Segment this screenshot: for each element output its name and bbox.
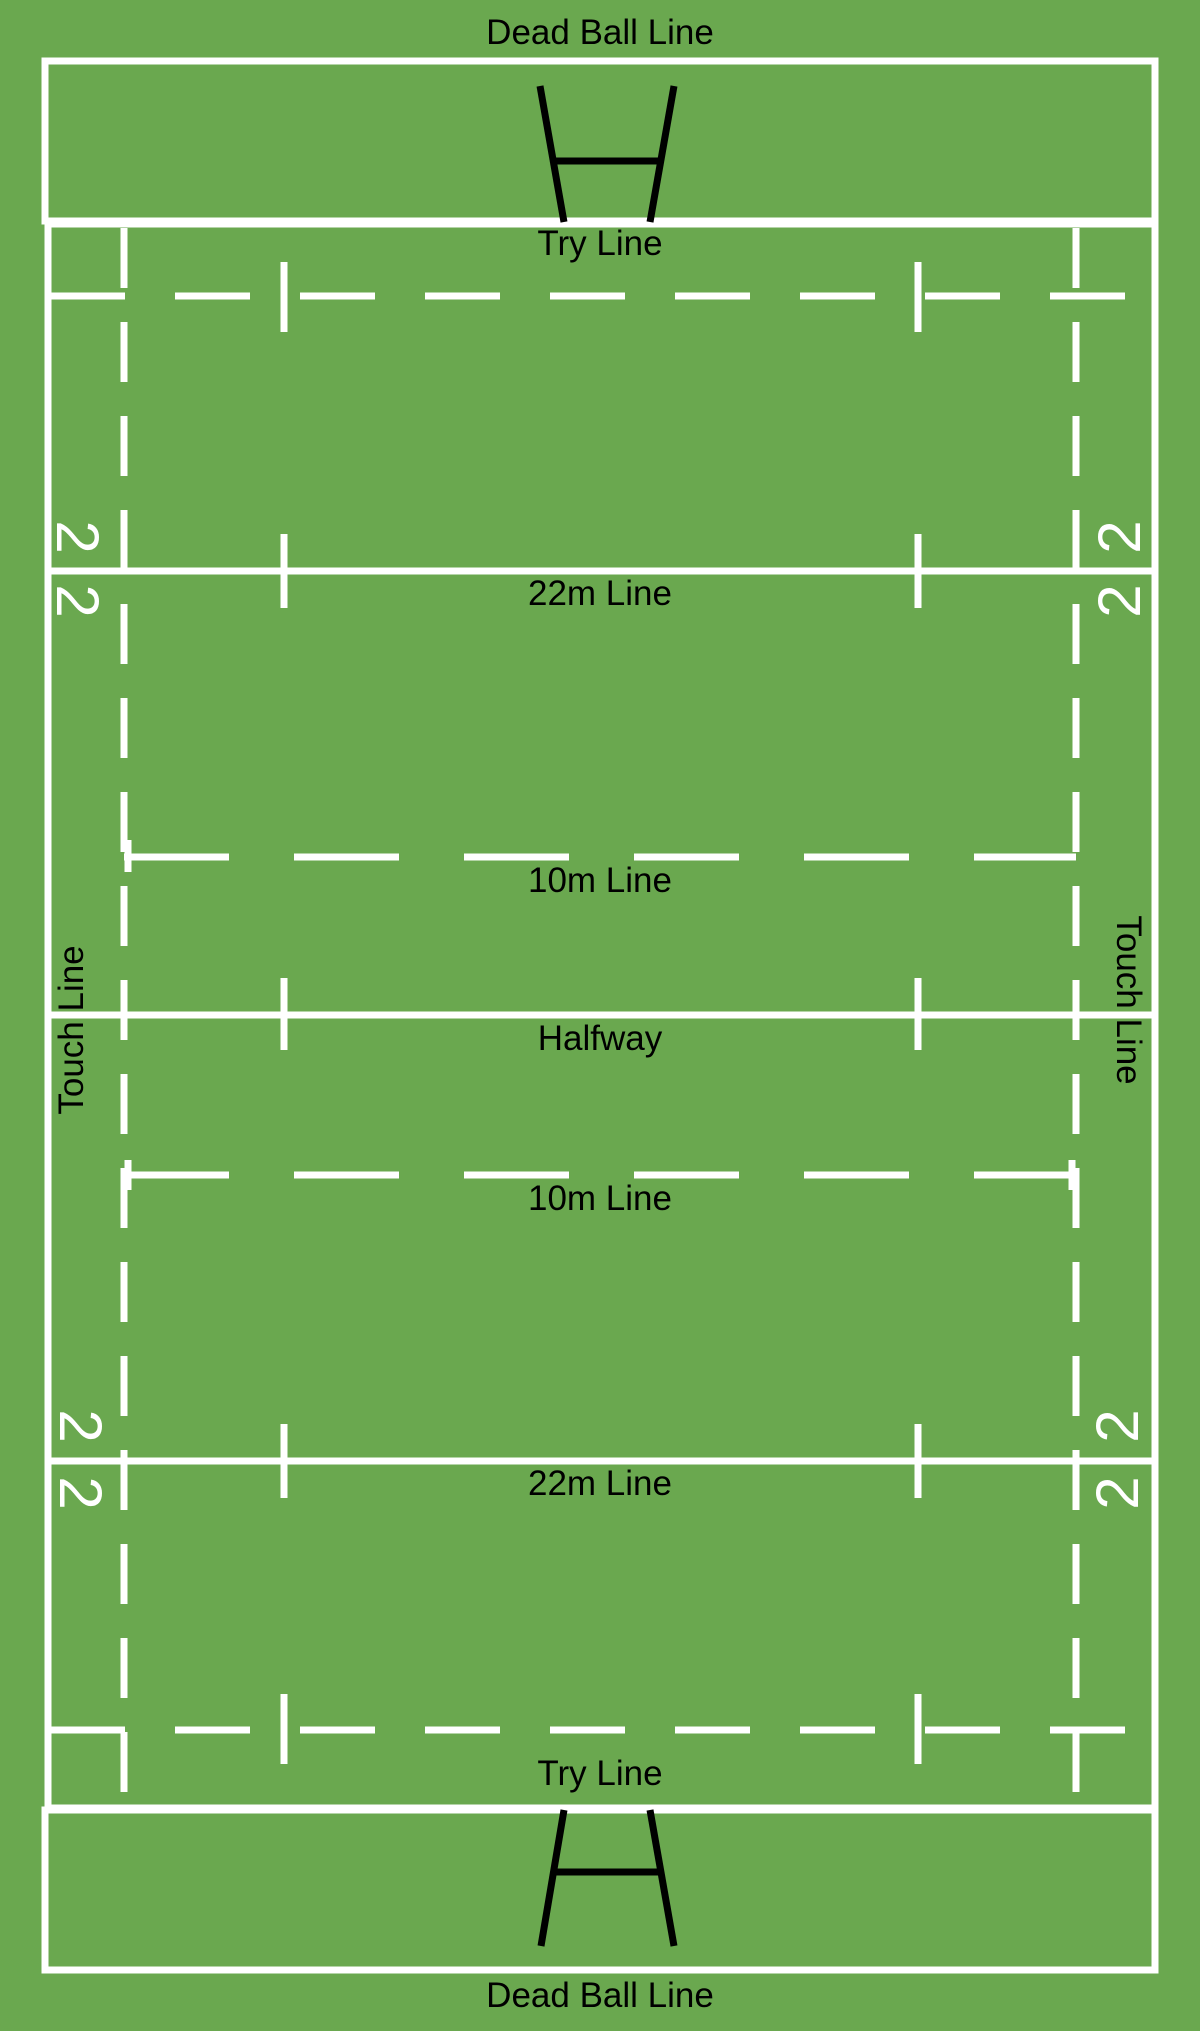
touch-line-label-right: Touch Line bbox=[1109, 915, 1148, 1084]
twenty-two-marker-bottom-right-2: 2 bbox=[1084, 1476, 1151, 1509]
twenty-two-marker-top-left-2: 2 bbox=[44, 584, 111, 617]
twenty-two-marker-top-right-1: 2 bbox=[1086, 520, 1153, 553]
try-line-label-bottom: Try Line bbox=[537, 1754, 662, 1793]
twenty-two-line-label-bottom: 22m Line bbox=[528, 1464, 672, 1503]
goal-posts-top-icon bbox=[536, 85, 678, 223]
ten-metre-line-label-top: 10m Line bbox=[528, 861, 672, 900]
dead-ball-line-label-bottom: Dead Ball Line bbox=[486, 1976, 714, 2015]
dead-ball-line-label-top: Dead Ball Line bbox=[486, 13, 714, 52]
twenty-two-line-label-top: 22m Line bbox=[528, 574, 672, 613]
twenty-two-marker-bottom-left-2: 2 bbox=[47, 1476, 114, 1509]
goal-posts-bottom-icon bbox=[537, 1809, 678, 1947]
twenty-two-marker-bottom-right-1: 2 bbox=[1084, 1409, 1151, 1442]
twenty-two-marker-bottom-left-1: 2 bbox=[47, 1409, 114, 1442]
twenty-two-marker-top-right-2: 2 bbox=[1086, 584, 1153, 617]
ten-metre-line-label-bottom: 10m Line bbox=[528, 1179, 672, 1218]
try-line-label-top: Try Line bbox=[537, 224, 662, 263]
touch-line-label-left: Touch Line bbox=[52, 945, 91, 1114]
halfway-label: Halfway bbox=[538, 1019, 663, 1058]
twenty-two-marker-top-left-1: 2 bbox=[44, 520, 111, 553]
